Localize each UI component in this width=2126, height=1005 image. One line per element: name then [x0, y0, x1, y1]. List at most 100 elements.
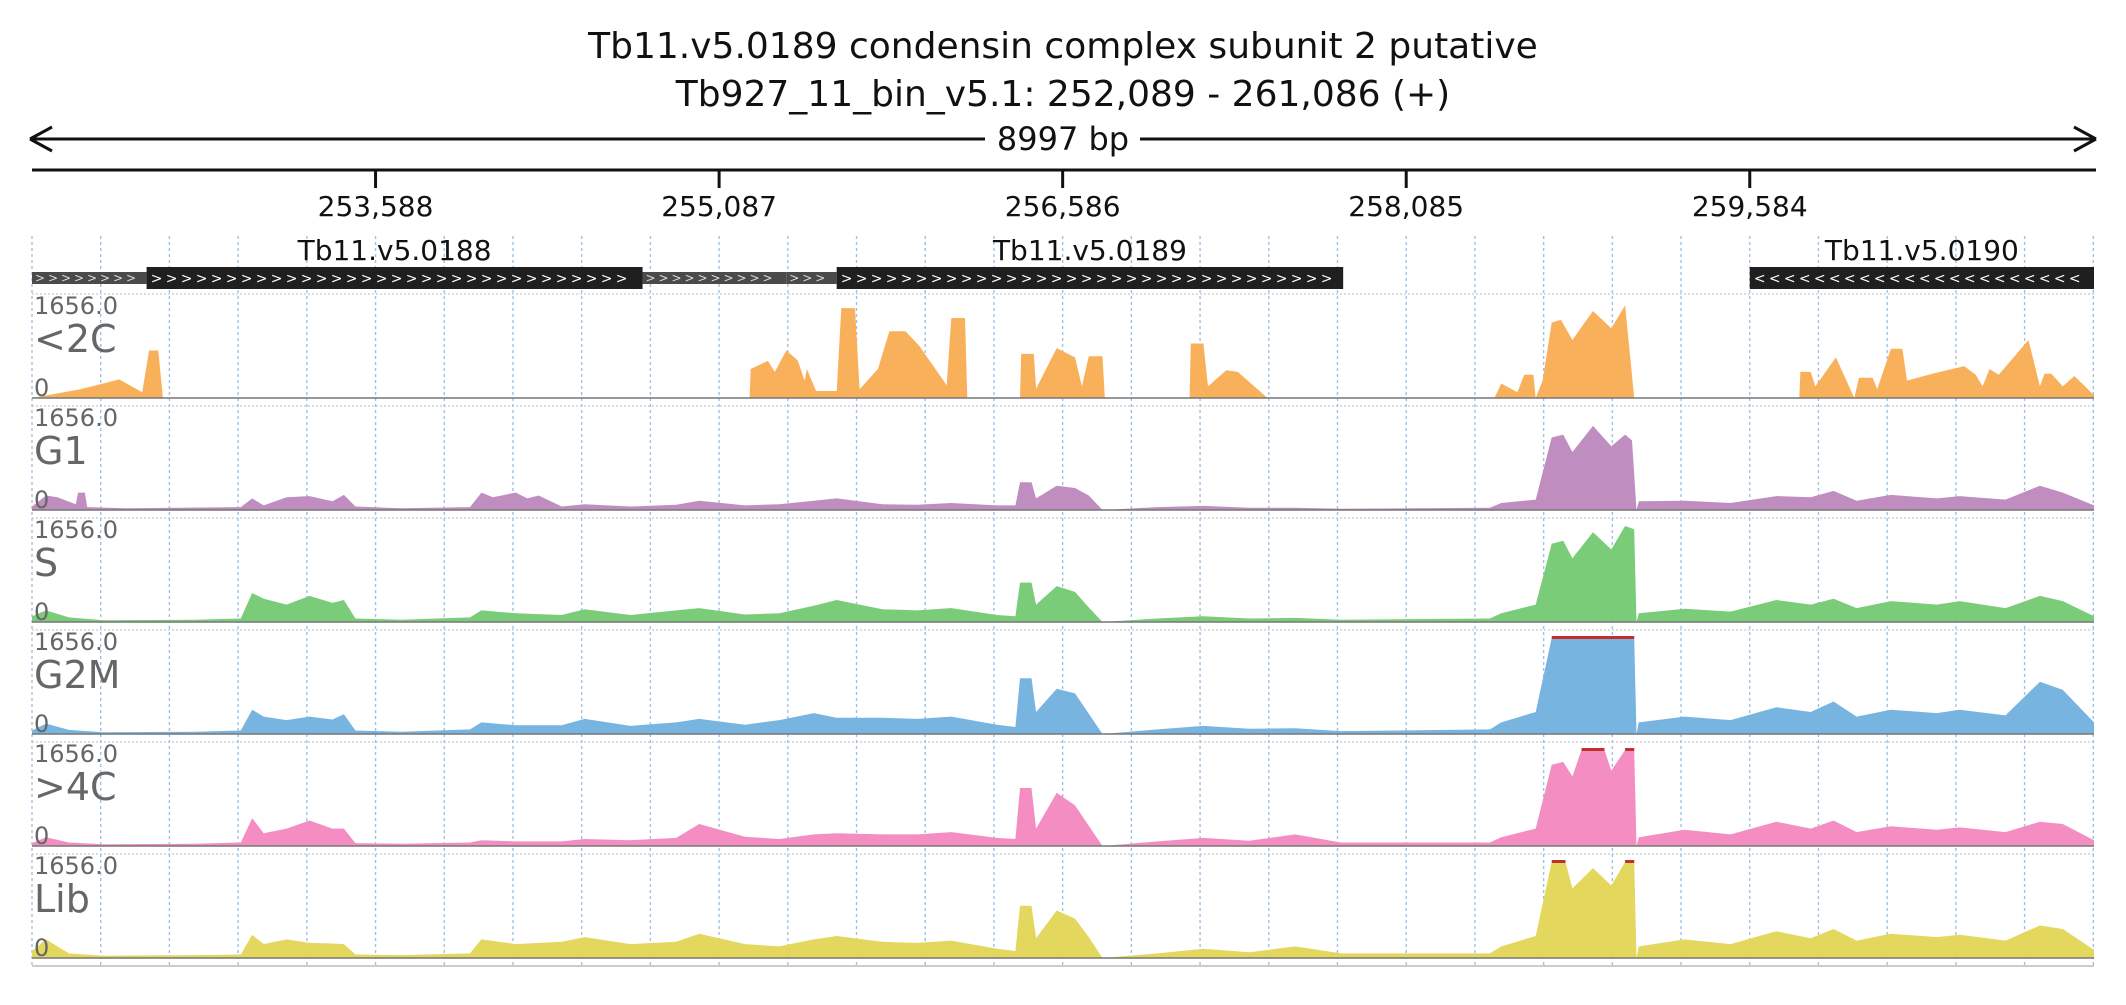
- cds-strand-chevron: >: [1321, 271, 1333, 287]
- cds-strand-chevron: >: [856, 271, 868, 287]
- cds-strand-chevron: >: [1111, 271, 1123, 287]
- cds-strand-chevron: >: [1021, 271, 1033, 287]
- cds-strand-chevron: <: [2039, 271, 2051, 287]
- span-ruler: 8997 bp: [29, 120, 2097, 158]
- cds-strand-chevron: >: [1231, 271, 1243, 287]
- cds-strand-chevron: >: [601, 271, 613, 287]
- cds-strand-chevron: <: [1949, 271, 1961, 287]
- cds-strand-chevron: <: [1904, 271, 1916, 287]
- track-name-label: Lib: [34, 877, 90, 921]
- cds-strand-chevron: <: [1979, 271, 1991, 287]
- track-2: 1656.0 0 S: [32, 516, 2094, 626]
- cds-strand-chevron: >: [901, 271, 913, 287]
- cds-strand-chevron: >: [406, 271, 418, 287]
- cds-strand-chevron: >: [1141, 271, 1153, 287]
- axis-tick-label-0: 253,588: [318, 190, 434, 223]
- cds-strand-chevron: >: [436, 271, 448, 287]
- utr-strand-chevron: >: [61, 271, 71, 285]
- cds-strand-chevron: >: [271, 271, 283, 287]
- coverage-area: [32, 750, 2094, 846]
- cds-strand-chevron: >: [1156, 271, 1168, 287]
- track-max-label: 1656.0: [34, 292, 118, 320]
- utr-strand-chevron: >: [815, 271, 825, 285]
- coverage-area: [32, 425, 2094, 510]
- utr-strand-chevron: >: [750, 271, 760, 285]
- cds-strand-chevron: >: [181, 271, 193, 287]
- cds-strand-chevron: >: [331, 271, 343, 287]
- track-5: 1656.0 0 Lib: [32, 852, 2094, 962]
- cds-strand-chevron: >: [1036, 271, 1048, 287]
- gene-utr-0-0: [32, 272, 147, 284]
- cds-strand-chevron: <: [1769, 271, 1781, 287]
- cds-strand-chevron: >: [1291, 271, 1303, 287]
- gene-label-2: Tb11.v5.0190: [1824, 234, 2019, 267]
- cds-strand-chevron: <: [1889, 271, 1901, 287]
- cds-strand-chevron: >: [301, 271, 313, 287]
- cds-strand-chevron: >: [346, 271, 358, 287]
- cds-strand-chevron: >: [841, 271, 853, 287]
- cds-strand-chevron: >: [1006, 271, 1018, 287]
- gene-annotation-track: > > > > > > > > > > > > > > > > > >> > > > > > > > > > > > > > > > > > > > > >…: [32, 234, 2094, 289]
- cds-strand-chevron: >: [376, 271, 388, 287]
- cds-strand-chevron: >: [1261, 271, 1273, 287]
- utr-strand-chevron: >: [763, 271, 773, 285]
- utr-strand-chevron: >: [74, 271, 84, 285]
- cds-strand-chevron: <: [1919, 271, 1931, 287]
- track-name-label: <2C: [34, 317, 117, 361]
- span-arrow-right-head: [2073, 125, 2097, 153]
- cds-strand-chevron: >: [991, 271, 1003, 287]
- clip-indicator-0: [1551, 860, 1566, 863]
- track-min-label: 0: [34, 374, 49, 402]
- cds-strand-chevron: >: [571, 271, 583, 287]
- cds-strand-chevron: >: [931, 271, 943, 287]
- cds-strand-chevron: >: [1171, 271, 1183, 287]
- cds-strand-chevron: <: [1934, 271, 1946, 287]
- cds-strand-chevron: <: [1844, 271, 1856, 287]
- gene-utr-0-1: [642, 272, 787, 284]
- region-location: Tb927_11_bin_v5.1: 252,089 - 261,086 (+): [675, 74, 1450, 115]
- coverage-area: [32, 305, 2094, 398]
- gene-utr-1-0: [786, 272, 837, 284]
- cds-strand-chevron: >: [976, 271, 988, 287]
- cds-strand-chevron: >: [1201, 271, 1213, 287]
- axis-tick-label-2: 256,586: [1005, 190, 1121, 223]
- track-max-label: 1656.0: [34, 628, 118, 656]
- cds-strand-chevron: <: [2054, 271, 2066, 287]
- utr-strand-chevron: >: [126, 271, 136, 285]
- cds-strand-chevron: >: [496, 271, 508, 287]
- utr-strand-chevron: >: [672, 271, 682, 285]
- coverage-tracks: 1656.00<2C1656.00G11656.00S1656.00G2M165…: [32, 292, 2094, 967]
- cds-strand-chevron: >: [526, 271, 538, 287]
- track-name-label: S: [34, 541, 58, 585]
- track-max-label: 1656.0: [34, 740, 118, 768]
- clip-indicator-0: [1551, 636, 1635, 639]
- coverage-area: [32, 638, 2094, 734]
- cds-strand-chevron: <: [1859, 271, 1871, 287]
- coordinate-axis: 253,588 255,087 256,586 258,085 259,584: [32, 168, 2096, 223]
- utr-strand-chevron: >: [724, 271, 734, 285]
- track-max-label: 1656.0: [34, 852, 118, 880]
- cds-strand-chevron: >: [1276, 271, 1288, 287]
- cds-strand-chevron: >: [886, 271, 898, 287]
- utr-strand-chevron: >: [87, 271, 97, 285]
- cds-strand-chevron: >: [961, 271, 973, 287]
- utr-strand-chevron: >: [113, 271, 123, 285]
- cds-strand-chevron: >: [871, 271, 883, 287]
- track-max-label: 1656.0: [34, 404, 118, 432]
- gene-label-0: Tb11.v5.0188: [297, 234, 492, 267]
- axis-tick-label-1: 255,087: [661, 190, 777, 223]
- cds-strand-chevron: >: [1246, 271, 1258, 287]
- cds-strand-chevron: >: [1306, 271, 1318, 287]
- utr-strand-chevron: >: [646, 271, 656, 285]
- cds-strand-chevron: >: [286, 271, 298, 287]
- cds-strand-chevron: >: [1051, 271, 1063, 287]
- cds-strand-chevron: >: [151, 271, 163, 287]
- clip-indicator-1: [1625, 860, 1635, 863]
- cds-strand-chevron: >: [946, 271, 958, 287]
- cds-strand-chevron: >: [1186, 271, 1198, 287]
- axis-tick-label-3: 258,085: [1348, 190, 1464, 223]
- cds-strand-chevron: >: [1096, 271, 1108, 287]
- span-arrow-left-head: [29, 125, 53, 153]
- cds-strand-chevron: <: [1994, 271, 2006, 287]
